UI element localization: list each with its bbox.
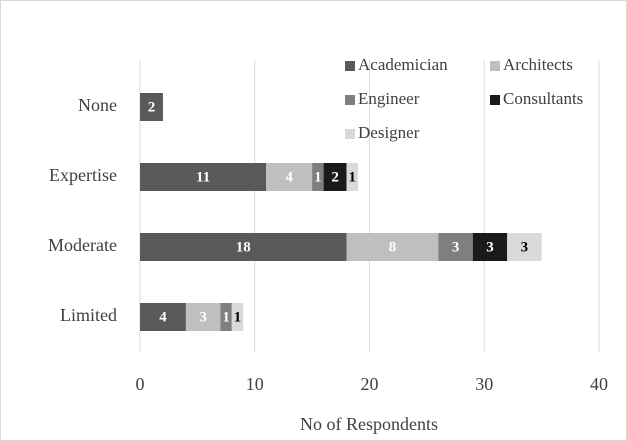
bar-segment xyxy=(140,163,267,191)
bar-segment xyxy=(220,303,232,331)
x-tick-label: 30 xyxy=(475,374,493,394)
y-tick-label: Limited xyxy=(60,305,117,325)
bar-segment xyxy=(438,233,473,261)
data-label: 1 xyxy=(349,169,357,185)
data-label: 3 xyxy=(521,239,529,255)
y-tick-label: None xyxy=(78,95,117,115)
bar-segment xyxy=(312,163,324,191)
data-label: 3 xyxy=(486,239,494,255)
legend-swatch xyxy=(345,61,355,71)
x-tick-label: 20 xyxy=(361,374,379,394)
data-label: 4 xyxy=(285,169,293,185)
bar-segment xyxy=(140,233,347,261)
bar-segment xyxy=(346,233,439,261)
x-tick-label: 0 xyxy=(136,374,145,394)
bar-segment xyxy=(472,233,508,261)
legend-label: Architects xyxy=(503,55,573,74)
x-axis-title: No of Respondents xyxy=(300,414,438,434)
bar-segment xyxy=(185,303,221,331)
data-label: 3 xyxy=(452,239,460,255)
bar-segment xyxy=(140,303,186,331)
bar-segment xyxy=(140,93,163,121)
data-label: 2 xyxy=(148,99,156,115)
bar-segment xyxy=(346,163,359,191)
legend-label: Designer xyxy=(358,123,420,142)
legend-label: Engineer xyxy=(358,89,420,108)
y-tick-label: Expertise xyxy=(49,165,117,185)
bar-segment xyxy=(323,163,347,191)
x-tick-label: 40 xyxy=(590,374,608,394)
legend-label: Academician xyxy=(358,55,448,74)
bar-segment xyxy=(507,233,542,261)
legend-swatch xyxy=(490,61,500,71)
data-label: 1 xyxy=(314,169,322,185)
data-label: 11 xyxy=(196,169,210,185)
data-label: 18 xyxy=(236,239,251,255)
data-label: 3 xyxy=(199,309,207,325)
x-tick-label: 10 xyxy=(246,374,264,394)
data-label: 1 xyxy=(222,309,230,325)
bar-segment xyxy=(231,303,244,331)
y-tick-label: Moderate xyxy=(48,235,117,255)
data-label: 1 xyxy=(234,309,242,325)
legend-swatch xyxy=(490,95,500,105)
data-label: 2 xyxy=(331,169,339,185)
data-label: 8 xyxy=(389,239,397,255)
legend-swatch xyxy=(345,129,355,139)
data-label: 4 xyxy=(159,309,167,325)
legend-label: Consultants xyxy=(503,89,583,108)
bar-segment xyxy=(266,163,313,191)
legend-swatch xyxy=(345,95,355,105)
